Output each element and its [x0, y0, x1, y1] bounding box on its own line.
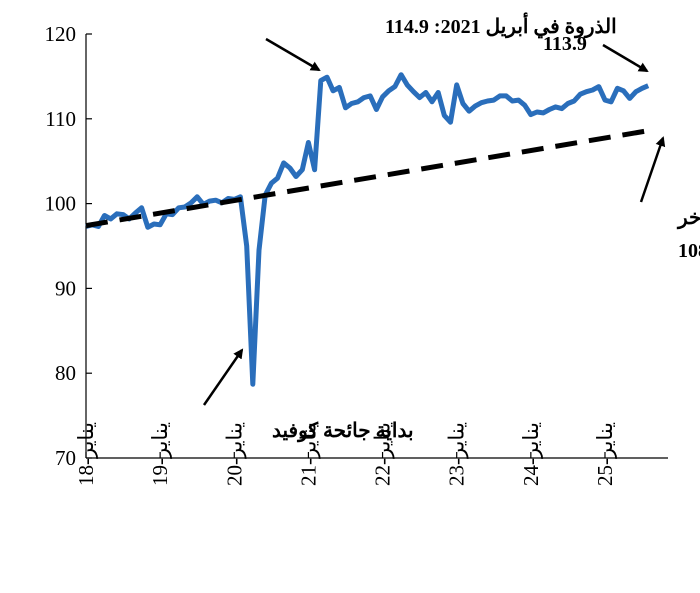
- x-tick-label: يناير-24: [519, 422, 544, 486]
- annotation-trend-line1: الاتجاه خلال 2018-2019، آخر: [676, 204, 700, 230]
- y-tick-label: 110: [45, 107, 76, 131]
- y-tick-label: 120: [45, 22, 77, 46]
- annotation-trend-arrow: [639, 136, 666, 203]
- y-tick-label: 90: [55, 276, 76, 300]
- index-line: [85, 72, 650, 387]
- annotations: الذروة في أبريل 2021: 114.9 113.9 الاتجا…: [202, 12, 700, 443]
- x-tick-label: يناير-23: [445, 422, 470, 486]
- x-tick-label: يناير-19: [148, 422, 173, 486]
- annotation-covid: بداية جائحة كوفيد: [272, 420, 414, 443]
- annotation-trend-line2: البيانات: 108.6: [678, 240, 700, 262]
- annotation-last-value: 113.9: [543, 33, 587, 55]
- y-tick-label: 100: [45, 192, 77, 216]
- x-ticks: يناير-18 يناير-19 يناير-20 يناير-21 يناير-22…: [74, 422, 618, 486]
- y-tick-label: 70: [55, 446, 76, 470]
- x-tick-label: يناير-20: [222, 422, 247, 486]
- annotation-peak-arrow: [265, 37, 321, 72]
- series-layer: [85, 72, 650, 387]
- y-ticks: 70 80 90 100 110 120: [45, 22, 92, 470]
- x-tick-label: يناير-18: [74, 422, 99, 486]
- x-tick-label: يناير-25: [593, 422, 618, 486]
- annotation-covid-arrow: [202, 348, 244, 406]
- trend-line: [85, 128, 649, 229]
- x-tick-label: يناير-21: [296, 422, 321, 486]
- y-tick-label: 80: [55, 361, 76, 385]
- annotation-last-value-arrow: [602, 43, 649, 73]
- annotation-peak: الذروة في أبريل 2021: 114.9: [385, 12, 617, 39]
- x-tick-label: يناير-22: [371, 422, 396, 486]
- axes: [85, 34, 668, 459]
